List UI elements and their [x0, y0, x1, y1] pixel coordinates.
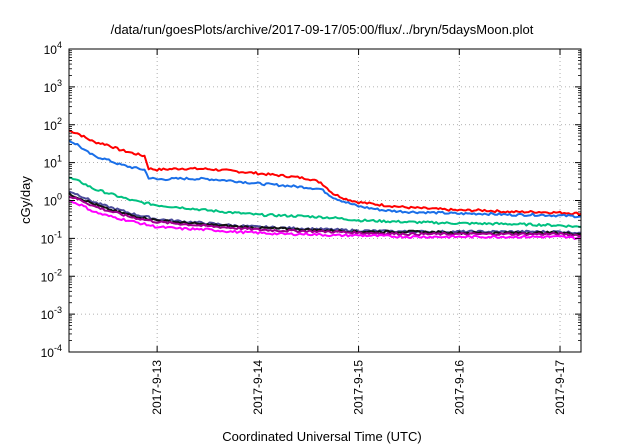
- series-line-1: [68, 129, 582, 216]
- x-tick-label: 2017-9-17: [553, 360, 567, 415]
- series-line-5: [68, 192, 582, 236]
- grid-lines: [69, 49, 581, 352]
- x-tick-label: 2017-9-13: [150, 360, 164, 415]
- y-tick-label: 100: [44, 192, 62, 209]
- axis-ticks: [69, 48, 581, 353]
- series-line-3: [68, 176, 582, 228]
- x-tick-label: 2017-9-14: [251, 360, 265, 415]
- y-axis-label: cGy/day: [18, 176, 33, 224]
- chart-title: /data/run/goesPlots/archive/2017-09-17/0…: [111, 22, 534, 37]
- y-tick-label: 101: [44, 154, 62, 171]
- y-tick-label: 103: [44, 78, 62, 95]
- y-tick-labels: 10-4 10-3 10-2 10-1 100 101 102 103 104: [41, 40, 62, 360]
- series-line-6: [68, 195, 582, 238]
- series-layer: [68, 129, 582, 240]
- y-tick-label: 104: [44, 40, 62, 57]
- y-tick-label: 102: [44, 116, 62, 133]
- x-tick-label: 2017-9-16: [452, 360, 466, 415]
- y-tick-label: 10-3: [41, 305, 62, 322]
- series-line-2: [68, 139, 582, 219]
- series-line-7: [68, 199, 582, 240]
- x-tick-label: 2017-9-15: [352, 360, 366, 415]
- y-tick-label: 10-2: [41, 267, 62, 284]
- x-axis-label: Coordinated Universal Time (UTC): [222, 429, 421, 444]
- y-tick-label: 10-4: [41, 343, 62, 360]
- y-tick-label: 10-1: [41, 229, 62, 246]
- x-tick-labels: 2017-9-13 2017-9-14 2017-9-15 2017-9-16 2017…: [150, 360, 567, 415]
